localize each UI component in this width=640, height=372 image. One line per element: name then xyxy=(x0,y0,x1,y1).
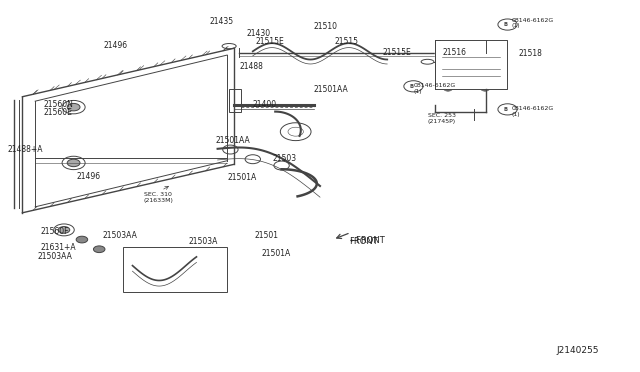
Polygon shape xyxy=(435,40,507,89)
Text: 21503: 21503 xyxy=(273,154,297,163)
Text: B: B xyxy=(504,107,508,112)
Text: 21510: 21510 xyxy=(314,22,338,31)
Circle shape xyxy=(62,156,85,170)
Text: 08146-6162G
(1): 08146-6162G (1) xyxy=(413,83,456,94)
Circle shape xyxy=(58,227,70,233)
Text: 21503AA: 21503AA xyxy=(37,252,72,261)
Text: 21501A: 21501A xyxy=(227,173,257,182)
Circle shape xyxy=(93,246,105,253)
Circle shape xyxy=(76,236,88,243)
Text: 21631+A: 21631+A xyxy=(41,243,77,251)
Circle shape xyxy=(166,273,176,279)
Text: 08146-6162G
(1): 08146-6162G (1) xyxy=(512,17,554,29)
Circle shape xyxy=(67,159,80,167)
Text: B: B xyxy=(504,22,508,27)
Text: 21515E: 21515E xyxy=(383,48,412,57)
Text: 21496: 21496 xyxy=(77,172,101,181)
Text: 21560E: 21560E xyxy=(44,108,72,117)
Text: 21501AA: 21501AA xyxy=(215,136,250,145)
Text: 21501AA: 21501AA xyxy=(314,85,348,94)
Text: 21515E: 21515E xyxy=(256,37,285,46)
Text: 21560F: 21560F xyxy=(41,227,70,236)
Ellipse shape xyxy=(421,59,434,64)
Text: 21503A: 21503A xyxy=(148,272,178,281)
Bar xyxy=(123,247,227,292)
Text: 21516: 21516 xyxy=(443,48,467,57)
Text: 21435: 21435 xyxy=(209,17,234,26)
Text: 21503A: 21503A xyxy=(188,237,218,246)
Circle shape xyxy=(54,224,74,236)
Text: 21488+A: 21488+A xyxy=(8,145,43,154)
Text: 21496: 21496 xyxy=(104,41,128,50)
Text: ←FRONT: ←FRONT xyxy=(349,236,385,245)
Circle shape xyxy=(444,86,452,91)
Text: 21515: 21515 xyxy=(334,37,358,46)
Text: 08146-6162G
(1): 08146-6162G (1) xyxy=(512,106,554,117)
Circle shape xyxy=(67,103,80,111)
Text: 21400: 21400 xyxy=(252,100,276,109)
Text: SEC. 310
(21633M): SEC. 310 (21633M) xyxy=(144,192,174,203)
Text: J2140255: J2140255 xyxy=(557,346,599,355)
Text: SEC. 253
(21745P): SEC. 253 (21745P) xyxy=(428,113,456,124)
Text: FRONT: FRONT xyxy=(349,237,378,246)
Text: 21488: 21488 xyxy=(239,62,263,71)
Bar xyxy=(229,89,241,112)
Circle shape xyxy=(62,100,85,114)
Text: 21503AA: 21503AA xyxy=(102,231,137,240)
Text: 21631: 21631 xyxy=(197,248,221,257)
Text: B: B xyxy=(410,84,413,89)
Text: 21501: 21501 xyxy=(255,231,279,240)
Text: 21501A: 21501A xyxy=(261,249,291,258)
Text: 21518: 21518 xyxy=(518,49,542,58)
Circle shape xyxy=(481,86,490,91)
Ellipse shape xyxy=(222,44,236,49)
Text: 21560N: 21560N xyxy=(44,100,74,109)
Text: YEAR7(0806- ): YEAR7(0806- ) xyxy=(140,282,188,289)
Text: 21430: 21430 xyxy=(246,29,271,38)
